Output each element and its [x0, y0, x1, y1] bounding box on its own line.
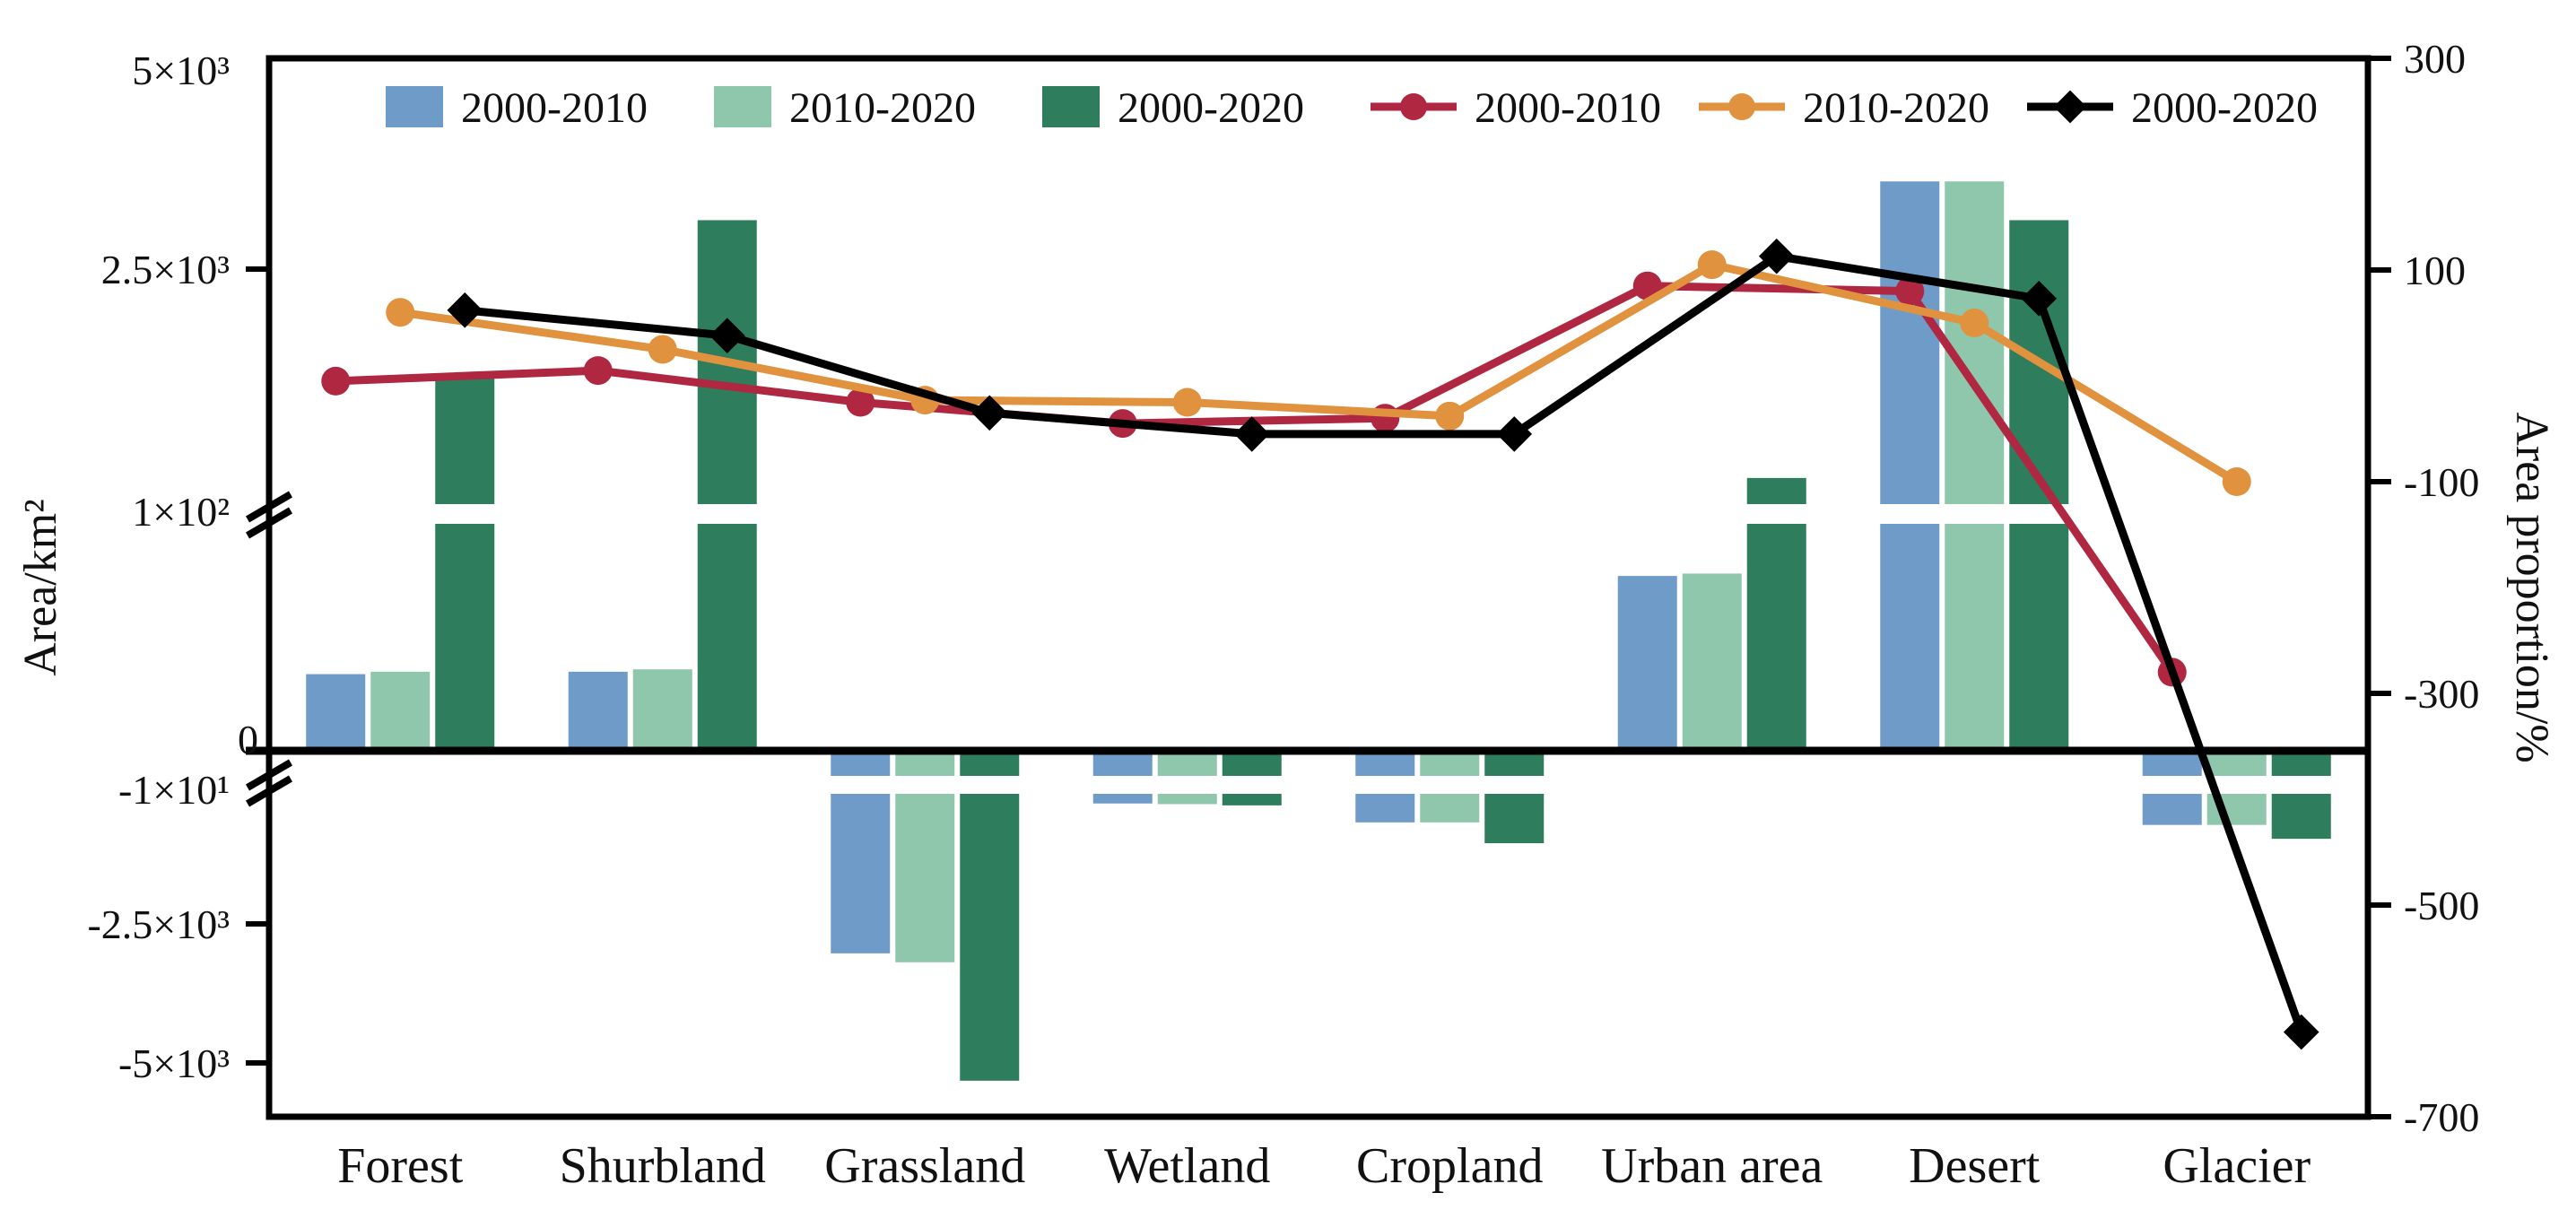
- left-tick-label: -1×10¹: [118, 767, 230, 813]
- right-tick-label: 100: [2404, 248, 2466, 293]
- bar-2010-2020-Desert: [1945, 181, 2005, 752]
- left-tick-label: 0: [238, 717, 258, 762]
- marker-2000-2020-Glacier: [2283, 1014, 2319, 1050]
- x-label-Desert: Desert: [1909, 1138, 2041, 1194]
- x-label-Shurbland: Shurbland: [560, 1138, 766, 1194]
- right-tick-label: -700: [2404, 1094, 2479, 1140]
- left-axis-title: Area/km²: [15, 499, 66, 676]
- bar-2000-2010-Shurbland: [568, 671, 628, 751]
- marker-2010-2020-Forest: [386, 298, 415, 327]
- marker-2010-2020-Desert: [1960, 309, 1989, 337]
- legend: 2000-2010 2010-2020 2000-2020 2000-2010 2010…: [386, 84, 2318, 132]
- bar-2000-2010-Urban area: [1617, 576, 1677, 751]
- bar-2010-2020-Forest: [370, 671, 431, 751]
- legend-label: 2000-2020: [1118, 84, 1304, 132]
- x-label-Urban area: Urban area: [1601, 1138, 1823, 1194]
- marker-2010-2020-Cropland: [1435, 401, 1465, 431]
- legend-label: 2010-2020: [789, 84, 976, 132]
- marker-2000-2010-Urban area: [1632, 271, 1662, 300]
- bar-2010-2020-Shurbland: [632, 669, 692, 751]
- legend-marker: [2053, 90, 2087, 124]
- marker-2000-2010-Forest: [321, 366, 351, 396]
- legend-label: 2000-2010: [461, 84, 648, 132]
- bars-layer: [306, 181, 2331, 1081]
- lines-layer: [321, 238, 2319, 1050]
- left-tick-label: 5×10³: [132, 48, 230, 93]
- legend-swatch-2010-2020: [714, 86, 771, 127]
- marker-2010-2020-Glacier: [2222, 467, 2251, 496]
- marker-2010-2020-Urban area: [1697, 250, 1727, 280]
- left-tick-label: -5×10³: [118, 1041, 230, 1086]
- bar-2000-2020-Cropland: [1484, 751, 1545, 844]
- axis-break-band-lower: [273, 776, 2364, 794]
- x-label-Cropland: Cropland: [1356, 1138, 1543, 1194]
- bar-2000-2020-Glacier: [2271, 751, 2331, 840]
- axis-break-glyph-lower: [245, 759, 293, 807]
- legend-label: 2010-2020: [1803, 84, 1989, 132]
- right-tick-label: -300: [2404, 671, 2479, 717]
- line-2010-2020: [399, 260, 2240, 485]
- marker-2000-2010-Desert: [1895, 276, 1925, 306]
- marker-2000-2020-Forest: [447, 292, 483, 328]
- bar-2000-2020-Shurbland: [697, 220, 757, 752]
- bar-2000-2010-Forest: [306, 674, 366, 751]
- axes-layer: [245, 55, 2391, 1120]
- line-2000-2020: [464, 251, 2305, 1034]
- right-tick-label: 300: [2404, 36, 2466, 82]
- left-tick-label: -2.5×10³: [87, 901, 230, 947]
- x-label-Grassland: Grassland: [824, 1138, 1025, 1194]
- marker-2000-2010-Grassland: [846, 387, 875, 417]
- bar-2000-2020-Forest: [435, 377, 495, 751]
- legend-label: 2000-2010: [1475, 84, 1661, 132]
- axis-break-band-upper: [273, 504, 2364, 524]
- x-label-Wetland: Wetland: [1104, 1138, 1270, 1194]
- legend-marker: [1400, 93, 1427, 120]
- legend-swatch-2000-2010: [386, 86, 443, 127]
- x-label-Forest: Forest: [337, 1138, 463, 1194]
- right-axis-title: Area proportion/%: [2506, 412, 2557, 762]
- plot-frame: [265, 55, 2371, 1120]
- marker-2000-2020-Shurbland: [709, 318, 745, 353]
- x-label-Glacier: Glacier: [2163, 1138, 2311, 1194]
- marker-2010-2020-Shurbland: [648, 335, 677, 364]
- right-tick-label: -500: [2404, 883, 2479, 928]
- right-tick-label: -100: [2404, 459, 2479, 505]
- marker-2000-2010-Shurbland: [583, 356, 613, 386]
- legend-swatch-2000-2020: [1042, 86, 1100, 127]
- legend-label: 2000-2020: [2131, 84, 2318, 132]
- left-tick-label: 2.5×10³: [101, 247, 230, 292]
- bar-2000-2020-Grassland: [960, 751, 1020, 1081]
- bar-2000-2010-Desert: [1880, 181, 1940, 752]
- legend-marker: [1728, 93, 1755, 120]
- bar-2010-2020-Urban area: [1682, 573, 1742, 751]
- axis-break-glyph-upper: [245, 491, 293, 539]
- marker-2000-2020-Desert: [2021, 281, 2058, 317]
- tick-labels: 5×10³ 2.5×10³ 1×10² 0-1×10¹ -2.5×10³ -5×10³ 30…: [87, 36, 2479, 1140]
- marker-2010-2020-Wetland: [1172, 387, 1202, 417]
- left-tick-label: 1×10²: [132, 489, 230, 535]
